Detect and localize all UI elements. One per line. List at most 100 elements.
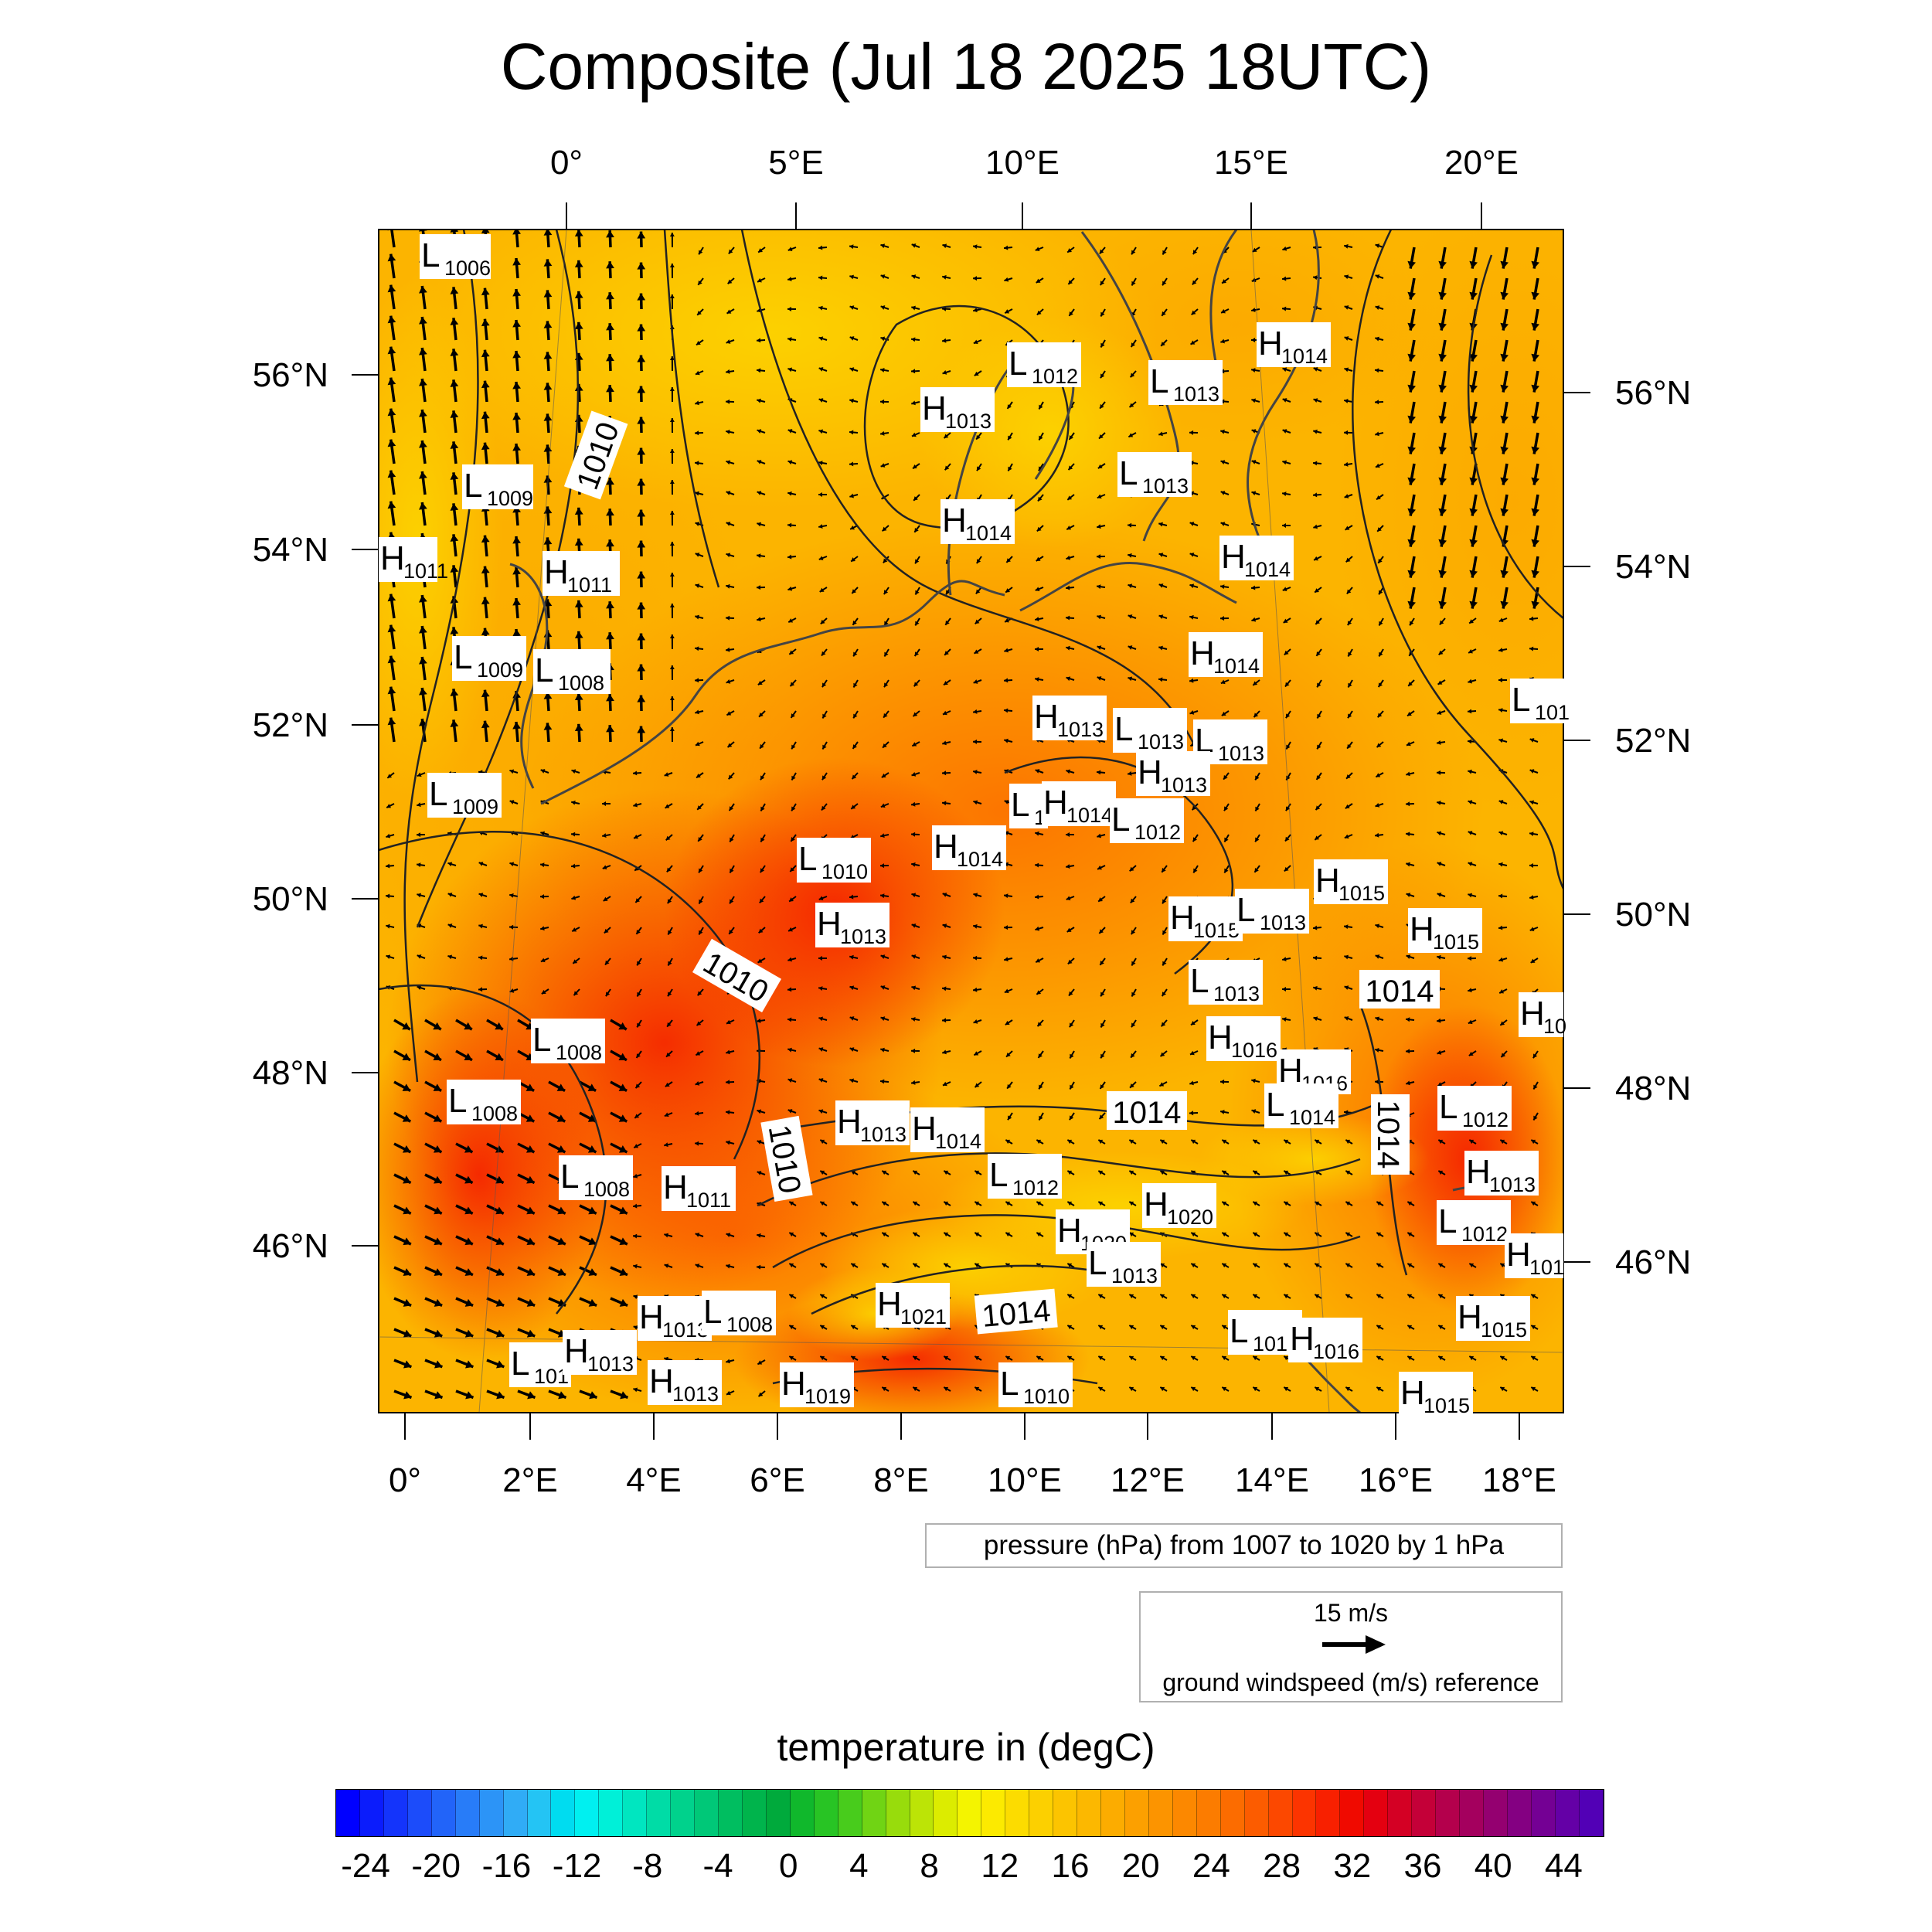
wind-arrow-head (664, 1264, 669, 1268)
pressure-center-letter: H (1138, 753, 1162, 791)
wind-arrow-head (1438, 1170, 1444, 1175)
wind-arrow-head (1129, 1386, 1134, 1392)
wind-arrow-head (913, 1263, 918, 1268)
wind-arrow-head (464, 1237, 473, 1246)
wind-arrow-head (464, 1022, 472, 1030)
wind-arrow-head (1406, 862, 1410, 867)
low-pressure-label: L 101 (1510, 679, 1570, 724)
wind-arrow-head (880, 893, 885, 899)
pressure-center-value: 1009 (487, 487, 533, 510)
wind-arrow-head (1158, 677, 1163, 682)
wind-arrow-head (791, 806, 796, 811)
wind-arrow-head (757, 617, 761, 622)
wind-arrow-head (433, 1083, 442, 1091)
map-frame (378, 229, 1564, 1413)
wind-arrow-head (1004, 678, 1009, 683)
wind-arrow-head (1158, 645, 1163, 651)
colorbar-tick-label: 40 (1474, 1847, 1512, 1885)
wind-arrow-head (1531, 384, 1540, 393)
wind-arrow-head (1036, 278, 1041, 283)
wind-arrow-head (417, 954, 422, 959)
wind-arrow-head (1130, 898, 1135, 903)
colorbar-cell (1531, 1790, 1556, 1836)
wind-arrow-head (450, 719, 459, 727)
wind-arrow-head (1099, 249, 1104, 254)
wind-arrow-head (912, 742, 917, 747)
wind-arrow-head (851, 1170, 856, 1175)
wind-arrow-head (1069, 435, 1073, 440)
wind-arrow-head (606, 478, 614, 485)
wind-arrow-head (1348, 713, 1352, 719)
wind-arrow-head (787, 1109, 793, 1114)
wind-arrow-head (1437, 954, 1441, 960)
wind-arrow-head (1407, 384, 1417, 393)
wind-arrow-head (1255, 837, 1260, 842)
wind-arrow-head (419, 230, 427, 232)
wind-arrow-head (1468, 739, 1472, 744)
wind-arrow-head (635, 1083, 641, 1089)
wind-arrow-head (942, 893, 947, 897)
pressure-center-value: 1008 (558, 672, 604, 695)
wind-arrow-head (386, 954, 391, 960)
wind-arrow-head (820, 1139, 825, 1145)
wind-arrow-head (975, 1232, 980, 1237)
wind-arrow-head (637, 695, 646, 702)
wind-arrow-head (881, 773, 886, 778)
colorbar-cell (1484, 1790, 1508, 1836)
wind-arrow-head (1315, 1386, 1320, 1392)
wind-arrow-head (942, 1018, 947, 1023)
wind-arrow-head (637, 447, 646, 455)
wind-arrow-head (818, 896, 824, 900)
pressure-center-value: 1013 (1138, 730, 1184, 753)
wind-arrow-head (465, 1391, 474, 1400)
colorbar-tick-label: -4 (702, 1847, 733, 1885)
wind-arrow-head (1407, 291, 1417, 300)
wind-arrow-head (913, 464, 917, 469)
pressure-center-letter: L (464, 467, 482, 505)
wind-arrow-head (911, 337, 916, 342)
isobar-label-text: 1014 (1366, 975, 1434, 1009)
wind-arrow-head (1220, 616, 1225, 621)
wind-arrow-head (618, 1083, 628, 1091)
wind-arrow-head (618, 1053, 627, 1061)
pressure-center-letter: L (1236, 891, 1255, 929)
wind-arrow-head (697, 805, 702, 810)
wind-arrow-head (1468, 769, 1472, 774)
wind-arrow-head (757, 958, 763, 963)
colorbar-cell (1292, 1790, 1317, 1836)
wind-arrow-head (944, 651, 949, 655)
wind-arrow-head (1500, 322, 1509, 331)
wind-arrow-head (942, 801, 947, 806)
wind-arrow-head (726, 647, 730, 652)
wind-arrow-head (450, 503, 459, 511)
wind-arrow-head (1529, 832, 1534, 837)
right-lat-label: 50°N (1615, 896, 1691, 934)
wind-arrow-head (1407, 446, 1417, 454)
wind-arrow-head (1531, 570, 1540, 578)
wind-arrow-head (606, 632, 614, 640)
colorbar-cell (1029, 1790, 1054, 1836)
wind-arrow-head (1007, 404, 1012, 409)
wind-arrow-head (1375, 274, 1380, 279)
wind-arrow-head (849, 244, 854, 250)
wind-arrow-head (850, 525, 855, 530)
wind-arrow-head (849, 305, 855, 310)
wind-arrow-head (946, 590, 951, 595)
wind-arrow-head (1438, 477, 1447, 485)
pressure-center-value: 1013 (1218, 742, 1264, 765)
wind-arrow-head (1437, 831, 1442, 836)
wind-arrow-head (1282, 306, 1287, 311)
wind-arrow-head (402, 1145, 411, 1153)
graticule-ticks (352, 202, 1590, 1440)
wind-arrow-head (1498, 800, 1504, 804)
right-lat-label: 56°N (1615, 374, 1691, 412)
wind-arrow-head (606, 323, 614, 331)
wind-arrow-head (1038, 1053, 1043, 1058)
colorbar-cell (1579, 1790, 1604, 1836)
wind-arrow-head (434, 1206, 442, 1215)
wind-arrow-head (588, 1237, 597, 1246)
wind-arrow-head (757, 368, 761, 373)
wind-arrow-head (1344, 494, 1349, 498)
wind-arrow-head (1282, 986, 1287, 992)
wind-arrow-head (819, 587, 825, 592)
